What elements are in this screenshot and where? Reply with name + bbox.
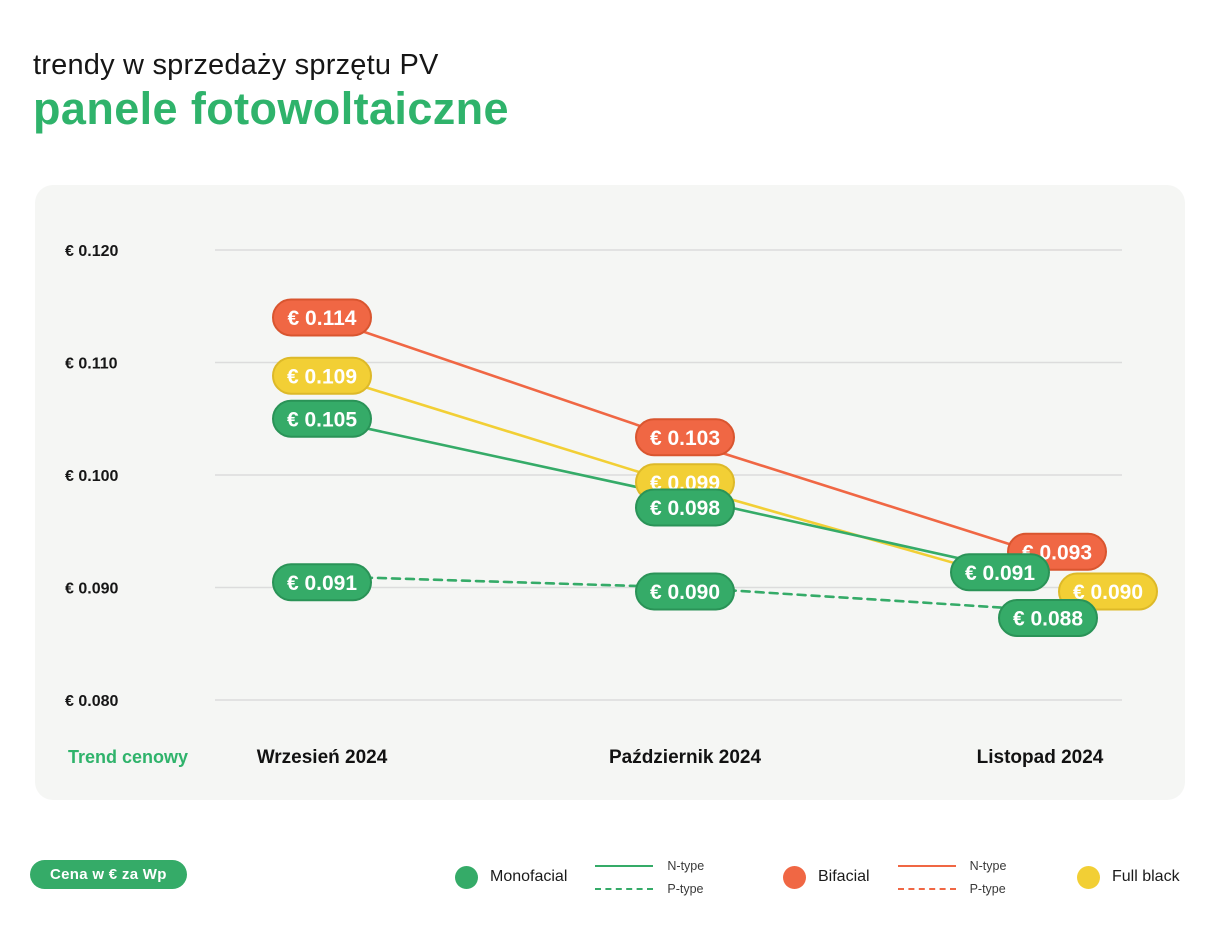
data-label-pill: € 0.090	[635, 572, 735, 611]
svg-text:€ 0.088: € 0.088	[1013, 608, 1083, 631]
legend-label-fullblack: Full black	[1112, 868, 1180, 885]
legend-ptype-row: P-type	[595, 882, 704, 896]
data-label-pill: € 0.091	[950, 553, 1050, 592]
y-tick-label: € 0.120	[65, 243, 118, 260]
y-tick-label: € 0.110	[65, 356, 118, 373]
legend-label-bifacial: Bifacial	[818, 868, 870, 885]
chart-card: € 0.120 € 0.110 € 0.100 € 0.090 € 0.080 € 0.1…	[35, 185, 1185, 800]
solid-line-sample	[897, 864, 956, 867]
legend-line-types: N-type P-type	[595, 859, 704, 896]
page-subtitle: trendy w sprzedaży sprzętu PV	[33, 49, 439, 81]
dashed-line-sample	[897, 887, 956, 890]
data-label-pill: € 0.109	[272, 356, 372, 395]
legend-ptype-row: P-type	[897, 881, 1007, 896]
data-label-pill: € 0.091	[272, 563, 372, 602]
svg-text:€ 0.090: € 0.090	[1073, 581, 1143, 604]
legend-ntype-row: N-type	[897, 858, 1007, 873]
y-tick-label: € 0.090	[65, 581, 118, 598]
y-tick-label: € 0.080	[65, 693, 118, 710]
legend-group-bifacial: Bifacial N-type P-type	[783, 853, 1006, 901]
data-label-pill: € 0.105	[272, 399, 372, 438]
legend-label-monofacial: Monofacial	[490, 868, 568, 885]
ntype-label: N-type	[667, 858, 705, 873]
legend-group-fullblack: Full black	[1077, 853, 1180, 901]
x-axis-label: Październik 2024	[609, 747, 762, 768]
svg-text:€ 0.105: € 0.105	[287, 408, 357, 431]
svg-text:€ 0.109: € 0.109	[287, 365, 357, 388]
svg-text:€ 0.114: € 0.114	[288, 307, 357, 330]
page-title: panele fotowoltaiczne	[33, 82, 509, 134]
legend-line-types: N-type P-type	[897, 858, 1007, 896]
x-axis-label: Listopad 2024	[977, 747, 1104, 768]
price-unit-badge: Cena w € za Wp	[30, 860, 187, 889]
svg-text:€ 0.098: € 0.098	[650, 497, 720, 520]
legend-ntype-row: N-type	[595, 859, 704, 873]
dashed-line-sample	[595, 887, 654, 890]
data-label-pill: € 0.098	[635, 488, 735, 527]
solid-line-sample	[595, 864, 654, 867]
fullblack-dot-icon	[1077, 865, 1100, 889]
ptype-label: P-type	[969, 881, 1006, 896]
svg-text:€ 0.103: € 0.103	[650, 427, 720, 450]
trend-caption: Trend cenowy	[68, 747, 188, 767]
bifacial-dot-icon	[783, 865, 806, 889]
ptype-label: P-type	[667, 881, 704, 896]
ntype-label: N-type	[969, 858, 1007, 873]
svg-text:€ 0.091: € 0.091	[965, 562, 1035, 585]
svg-text:€ 0.090: € 0.090	[650, 581, 720, 604]
svg-text:€ 0.091: € 0.091	[287, 572, 357, 595]
y-tick-label: € 0.100	[65, 468, 118, 485]
data-label-pill: € 0.103	[635, 418, 735, 457]
price-trend-chart: € 0.120 € 0.110 € 0.100 € 0.090 € 0.080 € 0.1…	[65, 243, 1158, 768]
x-axis-label: Wrzesień 2024	[257, 747, 388, 768]
data-label-pill: € 0.088	[998, 599, 1098, 637]
legend-group-monofacial: Monofacial N-type P-type	[455, 853, 704, 901]
data-label-pill: € 0.114	[272, 298, 372, 337]
monofacial-dot-icon	[455, 865, 478, 889]
header: trendy w sprzedaży sprzętu PV panele fot…	[33, 49, 509, 134]
